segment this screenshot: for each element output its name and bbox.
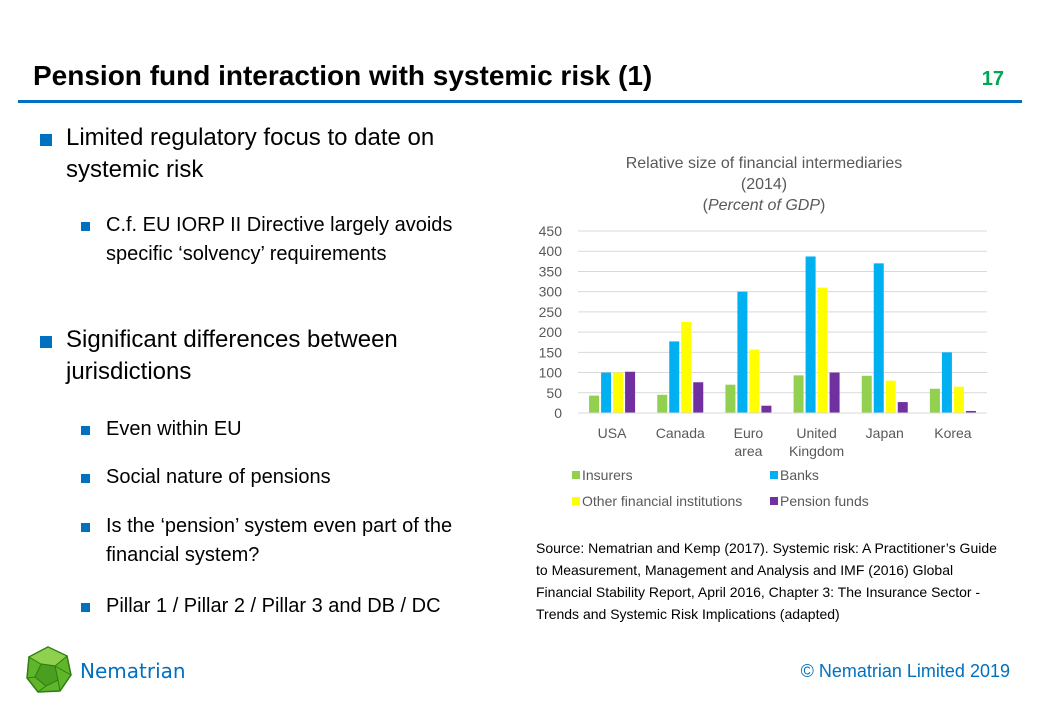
bar-banks bbox=[669, 341, 680, 413]
bar-insurers bbox=[725, 384, 736, 413]
x-tick-label: USA bbox=[598, 425, 627, 441]
intermediaries-bar-chart: Relative size of financial intermediarie… bbox=[539, 155, 987, 509]
bullet-text: Even within EU bbox=[106, 418, 242, 440]
x-tick-label: Korea bbox=[934, 425, 972, 441]
bar-insurers bbox=[793, 375, 804, 413]
bar-insurers bbox=[589, 395, 600, 413]
bullet-text: Social nature of pensions bbox=[106, 466, 331, 488]
x-tick-label: Canada bbox=[656, 425, 705, 441]
nematrian-logo-icon bbox=[26, 646, 72, 693]
bar-insurers bbox=[929, 388, 940, 413]
bullet-jurisdictions: Significant differences between jurisdic… bbox=[40, 324, 496, 388]
bullet-text: Is the ‘pension’ system even part of the… bbox=[106, 515, 453, 566]
x-tick-label: Kingdom bbox=[789, 443, 844, 459]
bar-pension-funds bbox=[965, 410, 976, 413]
bar-other-financial-institutions bbox=[749, 349, 760, 413]
legend-label: Insurers bbox=[582, 467, 633, 483]
x-tick-label: Japan bbox=[866, 425, 904, 441]
legend-swatch bbox=[770, 497, 778, 505]
legend-swatch bbox=[572, 497, 580, 505]
sub-bullet-within-eu: Even within EU bbox=[81, 415, 516, 444]
bar-other-financial-institutions bbox=[817, 287, 828, 413]
source-citation: Source: Nematrian and Kemp (2017). Syste… bbox=[536, 540, 997, 622]
y-tick-label: 100 bbox=[539, 365, 563, 381]
x-tick-label: Euro bbox=[734, 425, 764, 441]
y-tick-label: 50 bbox=[546, 385, 562, 401]
y-tick-label: 250 bbox=[539, 304, 563, 320]
bar-banks bbox=[601, 372, 612, 413]
x-tick-label: United bbox=[796, 425, 836, 441]
legend-label: Pension funds bbox=[780, 493, 869, 509]
bullet-text: Pillar 1 / Pillar 2 / Pillar 3 and DB / … bbox=[106, 595, 441, 617]
chart-title-line1: Relative size of financial intermediarie… bbox=[626, 155, 903, 172]
bar-banks bbox=[737, 291, 748, 413]
bar-other-financial-institutions bbox=[953, 386, 964, 413]
chart-title-line2: (2014) bbox=[741, 176, 787, 193]
sub-bullet-social-nature: Social nature of pensions bbox=[81, 463, 516, 492]
chart-x-ticks: USA Canada Euro area United Kingdom Japan Korea bbox=[598, 425, 972, 459]
bar-insurers bbox=[861, 375, 872, 413]
title-divider bbox=[18, 100, 1022, 103]
bullet-marker bbox=[81, 222, 90, 231]
sub-bullet-pension-system: Is the ‘pension’ system even part of the… bbox=[81, 512, 516, 570]
bar-banks bbox=[873, 263, 884, 413]
bar-other-financial-institutions bbox=[885, 380, 896, 413]
slide-title: Pension fund interaction with systemic r… bbox=[33, 60, 653, 91]
chart-title-units: Percent of GDP bbox=[708, 197, 820, 214]
chart-gridlines bbox=[578, 230, 987, 414]
bullet-marker bbox=[81, 603, 90, 612]
bar-pension-funds bbox=[625, 371, 636, 413]
bar-pension-funds bbox=[829, 372, 840, 413]
copyright-notice: © Nematrian Limited 2019 bbox=[800, 661, 1010, 681]
bar-pension-funds bbox=[693, 382, 704, 413]
bar-pension-funds bbox=[897, 402, 908, 413]
bullet-marker bbox=[40, 134, 52, 146]
bullet-marker bbox=[81, 523, 90, 532]
bullet-text: Limited regulatory focus to date on syst… bbox=[66, 124, 435, 183]
legend-label: Other financial institutions bbox=[582, 493, 742, 509]
bar-other-financial-institutions bbox=[681, 322, 692, 413]
x-tick-label: area bbox=[734, 443, 762, 459]
bar-banks bbox=[805, 256, 816, 413]
slide-number: 17 bbox=[981, 68, 1004, 90]
legend-label: Banks bbox=[780, 467, 819, 483]
sub-bullet-pillars: Pillar 1 / Pillar 2 / Pillar 3 and DB / … bbox=[81, 592, 526, 621]
bar-banks bbox=[941, 352, 952, 413]
bar-other-financial-institutions bbox=[613, 372, 624, 413]
bullet-text: C.f. EU IORP II Directive largely avoids… bbox=[106, 214, 453, 265]
bullet-regulatory-focus: Limited regulatory focus to date on syst… bbox=[40, 122, 496, 186]
bullet-marker bbox=[81, 426, 90, 435]
y-tick-label: 300 bbox=[539, 284, 563, 300]
bar-insurers bbox=[657, 394, 668, 413]
chart-title-line3: (Percent of GDP) bbox=[703, 197, 826, 214]
y-tick-label: 450 bbox=[539, 223, 563, 239]
chart-bars bbox=[578, 256, 987, 414]
bullet-marker bbox=[40, 336, 52, 348]
y-tick-label: 0 bbox=[554, 405, 562, 421]
legend-swatch bbox=[572, 471, 580, 479]
sub-bullet-iorp: C.f. EU IORP II Directive largely avoids… bbox=[81, 211, 516, 269]
chart-legend: Insurers Banks Other financial institution… bbox=[572, 467, 869, 509]
brand-name: Nematrian bbox=[80, 659, 186, 683]
y-tick-label: 200 bbox=[539, 324, 563, 340]
bullet-text: Significant differences between jurisdic… bbox=[66, 326, 398, 385]
bullet-marker bbox=[81, 474, 90, 483]
y-tick-label: 350 bbox=[539, 263, 563, 279]
bar-pension-funds bbox=[761, 405, 772, 413]
legend-swatch bbox=[770, 471, 778, 479]
y-tick-label: 400 bbox=[539, 243, 563, 259]
y-tick-label: 150 bbox=[539, 344, 563, 360]
chart-y-ticks: 0 50 100 150 200 250 300 350 400 450 bbox=[539, 223, 563, 421]
